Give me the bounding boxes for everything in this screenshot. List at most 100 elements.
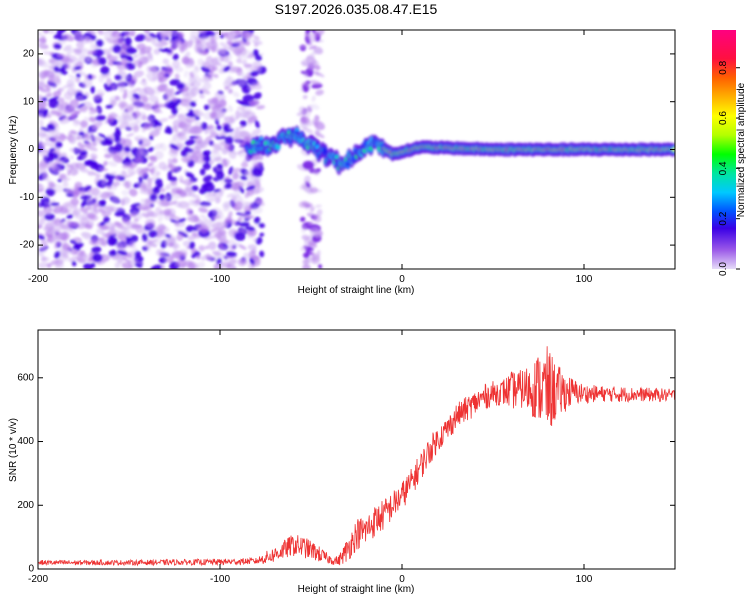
heatmap-cell <box>124 30 131 37</box>
heatmap-cell <box>183 130 191 135</box>
heatmap-cell <box>43 257 50 262</box>
heatmap-cell <box>60 84 69 90</box>
heatmap-cell <box>298 44 307 49</box>
heatmap-cell <box>125 236 131 241</box>
heatmap-cell <box>154 150 164 160</box>
heatmap-cell <box>57 255 70 262</box>
heatmap-cell <box>246 202 255 206</box>
heatmap-cell <box>99 221 106 226</box>
heatmap-cell <box>38 234 45 240</box>
heatmap-cell <box>91 246 102 254</box>
heatmap-cell <box>227 211 233 219</box>
colorbar-tick-label: 0.2 <box>718 211 729 225</box>
heatmap-cell <box>245 226 256 231</box>
heatmap-cell <box>209 235 216 239</box>
heatmap-cell <box>71 69 78 74</box>
heatmap-cell <box>237 259 246 267</box>
heatmap-cell <box>71 210 79 216</box>
heatmap-cell <box>49 152 59 160</box>
heatmap-cell <box>212 215 221 221</box>
heatmap-cell <box>183 158 192 163</box>
chart-title: S197.2026.035.08.47.E15 <box>275 1 438 17</box>
heatmap-cell <box>66 214 74 219</box>
heatmap-cell <box>253 178 261 185</box>
heatmap-cell <box>168 114 177 119</box>
heatmap-cell <box>202 151 207 156</box>
heatmap-cell <box>232 91 240 98</box>
heatmap-cell <box>140 198 147 204</box>
heatmap-cell <box>48 99 59 109</box>
heatmap-cell <box>64 63 72 70</box>
heatmap-cell <box>194 146 201 154</box>
heatmap-cell <box>247 244 257 251</box>
heatmap-cell <box>127 167 135 174</box>
heatmap-cell <box>216 62 222 66</box>
heatmap-cell <box>158 75 168 83</box>
heatmap-cell <box>154 198 161 204</box>
heatmap-cell <box>124 37 132 46</box>
heatmap-cell <box>106 134 115 140</box>
heatmap-cell <box>47 74 55 84</box>
heatmap-cell <box>307 120 317 127</box>
heatmap-cell <box>43 109 49 118</box>
heatmap-cell <box>177 218 186 223</box>
heatmap-cell <box>41 97 48 102</box>
heatmap-cell <box>189 86 200 96</box>
heatmap-cell <box>95 39 104 47</box>
heatmap-cell <box>212 73 219 79</box>
heatmap-cell <box>122 257 131 263</box>
heatmap-cell <box>218 188 225 195</box>
heatmap-cell <box>118 121 129 130</box>
heatmap-cell <box>172 60 181 69</box>
heatmap-cell <box>198 204 210 208</box>
heatmap-cell <box>68 255 79 263</box>
heatmap-cell <box>312 170 320 176</box>
heatmap-cell <box>160 30 171 38</box>
heatmap-cell <box>226 193 234 198</box>
heatmap-cell <box>177 114 187 122</box>
heatmap-cell <box>222 46 230 50</box>
heatmap-cell <box>38 217 46 226</box>
heatmap-cell <box>107 178 114 187</box>
heatmap-cell <box>228 104 233 113</box>
heatmap-cell <box>62 57 74 64</box>
heatmap-cell <box>309 187 319 194</box>
heatmap-cell <box>158 117 169 123</box>
heatmap-cell <box>105 174 116 180</box>
heatmap-cell <box>111 31 122 38</box>
heatmap-cell <box>175 260 187 268</box>
heatmap-cell <box>308 45 317 50</box>
heatmap-cell <box>68 222 74 230</box>
heatmap-cell <box>145 72 151 77</box>
heatmap-cell <box>185 63 195 69</box>
y-tick-label: -20 <box>20 240 35 251</box>
heatmap-cell <box>105 204 115 214</box>
heatmap-cell <box>246 185 256 191</box>
heatmap-cell <box>43 141 55 147</box>
heatmap-cell <box>49 259 60 266</box>
heatmap-cell <box>73 30 84 35</box>
heatmap-cell <box>112 44 122 54</box>
heatmap-cell <box>108 227 116 233</box>
heatmap-cell <box>223 116 235 124</box>
heatmap-cell <box>86 198 95 206</box>
heatmap-cell <box>97 208 105 214</box>
heatmap-cell <box>166 30 176 34</box>
heatmap-cell <box>218 221 228 229</box>
heatmap-cell <box>44 201 49 206</box>
heatmap-cell <box>134 157 144 163</box>
heatmap-cell <box>185 171 195 179</box>
heatmap-cell <box>87 170 95 176</box>
heatmap-cell <box>183 94 190 99</box>
heatmap-cell <box>89 206 95 214</box>
heatmap-cell <box>256 105 266 110</box>
snr-panel: -200 -100 0 100 0 200 400 600 Height of straig… <box>8 329 676 595</box>
heatmap-cell <box>224 136 234 145</box>
heatmap-cell <box>160 68 167 76</box>
heatmap-cell <box>138 176 143 184</box>
heatmap-cell <box>240 175 248 181</box>
heatmap-cell <box>153 143 164 150</box>
heatmap-cell <box>38 225 43 229</box>
heatmap-cell <box>237 39 246 48</box>
y-tick-label: 0 <box>28 564 34 575</box>
